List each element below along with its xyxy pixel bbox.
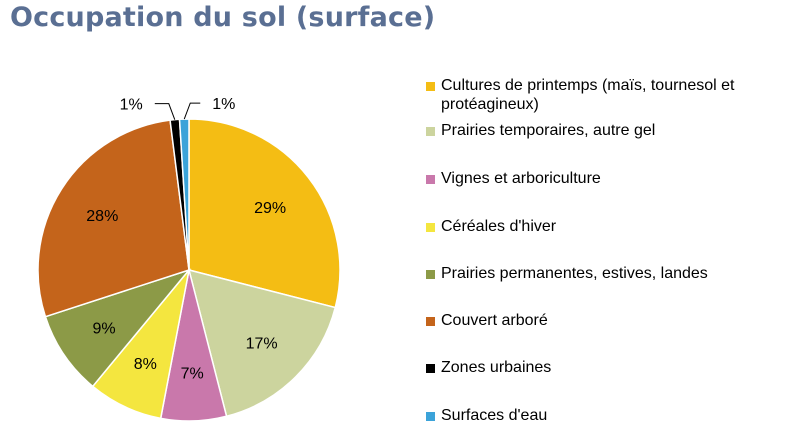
slice-data-label: 28% [86,208,118,225]
legend-label: Surfaces d'eau [441,407,548,424]
legend-swatch [426,175,435,184]
slice-data-label: 1% [212,96,235,113]
legend-item: Couvert arboré [426,311,796,330]
slice-data-label: 17% [246,336,278,353]
legend-swatch [426,82,435,91]
legend-item: Cultures de printemps (maïs, tournesol e… [426,76,796,114]
legend-label: Prairies temporaires, autre gel [441,122,656,139]
legend-item: Zones urbaines [426,358,796,377]
slice-data-label: 29% [254,200,286,217]
legend-item: Prairies permanentes, estives, landes [426,264,796,283]
legend-item: Prairies temporaires, autre gel [426,121,796,140]
chart-title: Occupation du sol (surface) [10,2,436,33]
legend-swatch [426,223,435,232]
legend-label: Couvert arboré [441,312,548,329]
leader-line [183,102,201,120]
leader-line [154,103,176,120]
legend-swatch [426,127,435,136]
legend-swatch [426,270,435,279]
legend-label: Zones urbaines [441,359,552,376]
legend-label: Cultures de printemps (maïs, tournesol e… [441,77,735,113]
pie-slice [187,268,337,418]
legend-label: Prairies permanentes, estives, landes [441,265,708,282]
legend-item: Céréales d'hiver [426,217,796,236]
pie-slice [37,119,190,318]
legend-item: Vignes et arboriculture [426,169,796,188]
legend-label: Céréales d'hiver [441,218,557,235]
slice-data-label: 9% [93,321,116,338]
legend-swatch [426,317,435,326]
slice-data-label: 7% [181,366,204,383]
slice-data-label: 8% [134,356,157,373]
slice-data-label: 1% [120,97,143,114]
legend-item: Surfaces d'eau [426,406,796,425]
pie-slice [188,118,341,309]
legend-swatch [426,364,435,373]
pie-slice [44,268,192,388]
legend-swatch [426,412,435,421]
legend-label: Vignes et arboriculture [441,170,601,187]
